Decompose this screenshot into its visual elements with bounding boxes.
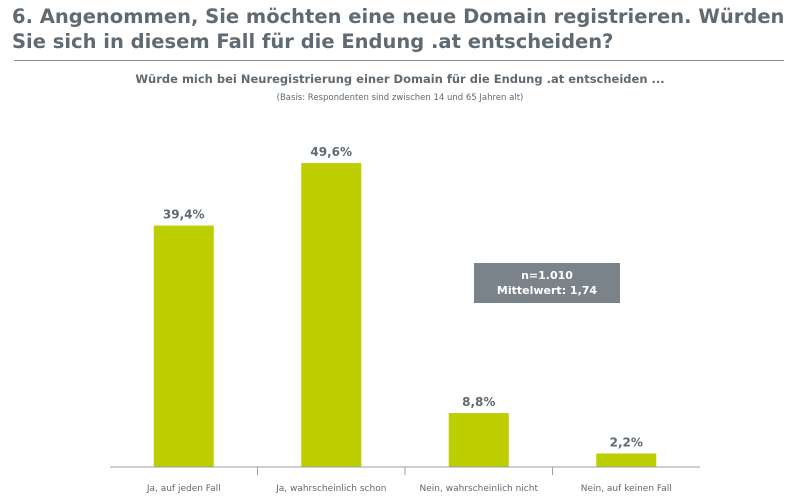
category-label: Nein, auf keinen Fall	[581, 484, 672, 494]
sample-info-box: n=1.010 Mittelwert: 1,74	[474, 263, 620, 303]
data-label: 49,6%	[310, 145, 352, 159]
chart-title: Würde mich bei Neuregistrierung einer Do…	[135, 72, 665, 86]
mean-value-label: Mittelwert: 1,74	[496, 284, 598, 297]
heading-divider	[14, 60, 784, 61]
category-label: Nein, wahrscheinlich nicht	[420, 484, 539, 494]
bar	[448, 413, 509, 467]
question-heading: 6. Angenommen, Sie möchten eine neue Dom…	[12, 5, 785, 53]
category-label: Ja, wahrscheinlich schon	[275, 484, 386, 494]
bar	[301, 163, 362, 467]
sample-size-label: n=1.010	[521, 269, 573, 282]
data-label: 2,2%	[610, 436, 643, 450]
category-label: Ja, auf jeden Fall	[146, 484, 221, 494]
bar	[153, 225, 214, 467]
bar	[596, 453, 657, 467]
chart-basis-note: (Basis: Respondenten sind zwischen 14 un…	[276, 93, 524, 103]
data-label: 8,8%	[462, 395, 495, 409]
data-label: 39,4%	[163, 208, 205, 222]
